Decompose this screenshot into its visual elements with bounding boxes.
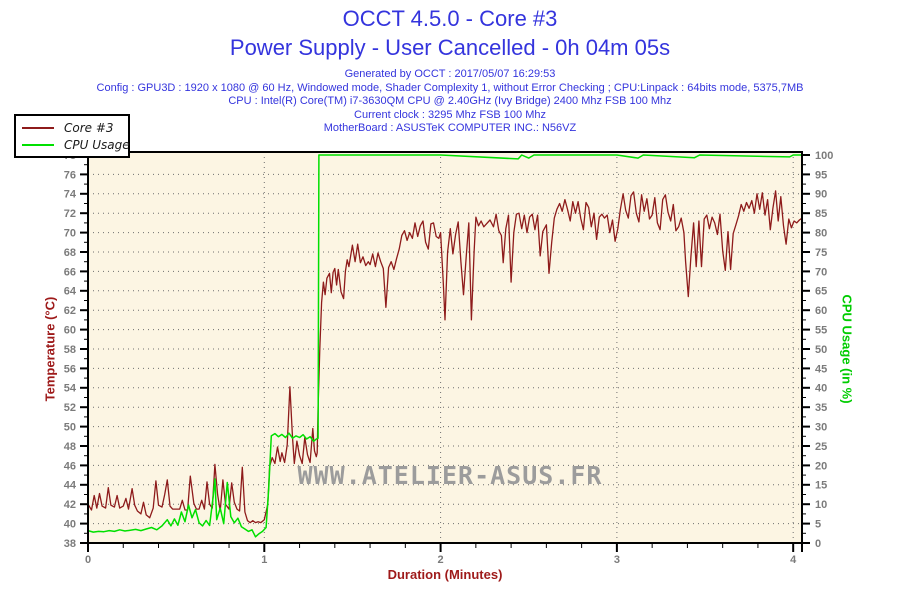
svg-text:45: 45	[815, 363, 827, 375]
svg-text:4: 4	[790, 554, 797, 566]
svg-text:0: 0	[815, 538, 821, 550]
cpu-usage-line-sample	[22, 143, 54, 146]
header: OCCT 4.5.0 - Core #3 Power Supply - User…	[0, 4, 900, 136]
svg-text:68: 68	[64, 247, 76, 259]
svg-text:40: 40	[64, 518, 76, 530]
svg-text:54: 54	[64, 383, 77, 395]
svg-text:2: 2	[438, 554, 444, 566]
svg-text:30: 30	[815, 421, 827, 433]
x-axis-title: Duration (Minutes)	[388, 567, 503, 582]
page-title: OCCT 4.5.0 - Core #3	[342, 6, 558, 31]
grid	[88, 152, 802, 543]
svg-text:25: 25	[815, 441, 827, 453]
svg-text:72: 72	[64, 208, 76, 220]
legend-label: Core #3	[64, 120, 114, 135]
plot-frame	[87, 151, 803, 544]
svg-text:50: 50	[64, 421, 76, 433]
svg-text:3: 3	[614, 554, 620, 566]
svg-text:44: 44	[64, 480, 77, 492]
svg-text:10: 10	[815, 499, 827, 511]
svg-text:75: 75	[815, 247, 827, 259]
svg-text:52: 52	[64, 402, 76, 414]
svg-text:40: 40	[815, 383, 827, 395]
plot-background	[88, 152, 802, 543]
legend: Core #3 CPU Usage	[14, 114, 130, 158]
svg-text:15: 15	[815, 480, 827, 492]
svg-text:90: 90	[815, 189, 827, 201]
svg-text:0: 0	[85, 554, 91, 566]
series-lines	[87, 154, 803, 538]
svg-text:60: 60	[815, 305, 827, 317]
svg-text:56: 56	[64, 363, 76, 375]
legend-item: Core #3	[16, 119, 128, 136]
temperature-line	[87, 190, 803, 524]
svg-text:70: 70	[815, 266, 827, 278]
svg-text:80: 80	[815, 227, 827, 239]
svg-text:74: 74	[64, 189, 77, 201]
left-axis-title: Temperature (°C)	[43, 297, 58, 402]
svg-text:42: 42	[64, 499, 76, 511]
svg-text:100: 100	[815, 150, 833, 162]
svg-text:76: 76	[64, 169, 76, 181]
right-axis-title: CPU Usage (in %)	[839, 294, 854, 403]
svg-text:46: 46	[64, 460, 76, 472]
config-line: Config : GPU3D : 1920 x 1080 @ 60 Hz, Wi…	[96, 81, 804, 94]
page-subtitle: Power Supply - User Cancelled - 0h 04m 0…	[229, 35, 671, 60]
clock-line: Current clock : 3295 Mhz FSB 100 Mhz	[354, 108, 546, 121]
svg-text:65: 65	[815, 286, 827, 298]
svg-text:38: 38	[64, 538, 76, 550]
watermark-text: WWW.ATELIER-ASUS.FR	[298, 461, 603, 490]
cpu-line: CPU : Intel(R) Core(TM) i7-3630QM CPU @ …	[228, 95, 672, 108]
svg-text:66: 66	[64, 266, 76, 278]
svg-text:48: 48	[64, 441, 76, 453]
svg-text:62: 62	[64, 305, 76, 317]
svg-text:58: 58	[64, 344, 76, 356]
svg-text:5: 5	[815, 518, 821, 530]
generated-line: Generated by OCCT : 2017/05/07 16:29:53	[344, 68, 556, 80]
svg-text:1: 1	[261, 554, 267, 566]
svg-text:70: 70	[64, 227, 76, 239]
motherboard-line: MotherBoard : ASUSTeK COMPUTER INC.: N56…	[323, 122, 577, 135]
svg-text:85: 85	[815, 208, 827, 220]
svg-text:20: 20	[815, 460, 827, 472]
temperature-line-sample	[22, 126, 54, 129]
legend-label: CPU Usage	[64, 137, 130, 152]
svg-text:50: 50	[815, 344, 827, 356]
svg-text:60: 60	[64, 324, 76, 336]
svg-text:64: 64	[64, 286, 77, 298]
svg-text:95: 95	[815, 169, 827, 181]
svg-text:35: 35	[815, 402, 827, 414]
svg-text:55: 55	[815, 324, 827, 336]
cpu-usage-line	[87, 154, 803, 538]
legend-item: CPU Usage	[16, 136, 130, 153]
tick-labels: 3840424446485052545658606264666870727476…	[64, 150, 834, 566]
